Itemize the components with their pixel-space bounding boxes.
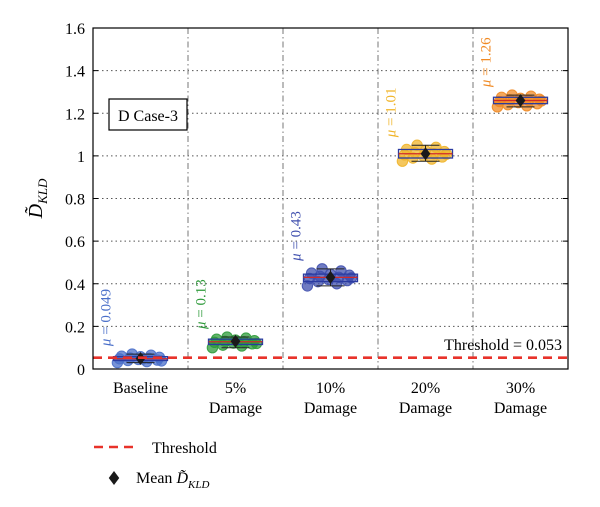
mean-marker (325, 270, 336, 284)
x-tick-label: 20% Damage (399, 380, 452, 417)
case-annotation-box (108, 98, 188, 131)
mean-value-label: μ = 0.049 (99, 289, 115, 347)
y-tick-label: 1.6 (65, 21, 85, 38)
mean-value-label: μ = 1.26 (479, 37, 495, 88)
y-tick-label: 0 (77, 362, 85, 379)
mean-marker (515, 93, 526, 107)
x-tick-label: 30% Damage (494, 380, 547, 417)
x-tick-label: Baseline (113, 380, 168, 397)
x-tick-label: 5% Damage (209, 380, 262, 417)
y-tick-label: 1 (77, 149, 85, 166)
mean-marker (420, 147, 431, 161)
y-axis-label: D̃KLD (24, 178, 50, 219)
axis-layer: 0 0.2 0.4 0.6 0.8 1 1.2 1.4 1.6 Baseline 5% Damage 1… (24, 21, 568, 417)
legend-threshold-label: Threshold (152, 440, 217, 457)
y-tick-label: 1.2 (65, 106, 85, 123)
case-annotation: D Case-3 (108, 98, 188, 131)
y-tick-label: 0.2 (65, 319, 85, 336)
legend: Threshold Mean D̃KLD (94, 440, 217, 491)
mean-value-label: μ = 1.01 (384, 87, 400, 138)
mean-value-label: μ = 0.43 (289, 211, 305, 262)
plot-frame (92, 27, 569, 370)
y-tick-label: 1.4 (65, 64, 85, 81)
y-tick-label: 0.6 (65, 234, 85, 251)
threshold-label: Threshold = 0.053 (444, 337, 562, 354)
legend-mean-swatch (108, 471, 120, 485)
label-layer: Threshold = 0.053 μ = 0.049 μ = 0.13 μ = 0.… (99, 37, 563, 354)
y-tick-label: 0.4 (65, 277, 85, 294)
grid-layer (93, 28, 568, 369)
mean-marker (230, 334, 241, 348)
legend-mean-label: Mean D̃KLD (136, 469, 209, 491)
x-tick-label: 10% Damage (304, 380, 357, 417)
data-point (525, 90, 537, 102)
data-point (250, 337, 263, 350)
y-tick-label: 0.8 (65, 192, 85, 209)
case-annotation-text: D Case-3 (118, 108, 178, 125)
data-point (305, 267, 318, 279)
mean-value-label: μ = 0.13 (194, 279, 210, 330)
box-layer (111, 89, 549, 369)
data-point (430, 141, 442, 154)
